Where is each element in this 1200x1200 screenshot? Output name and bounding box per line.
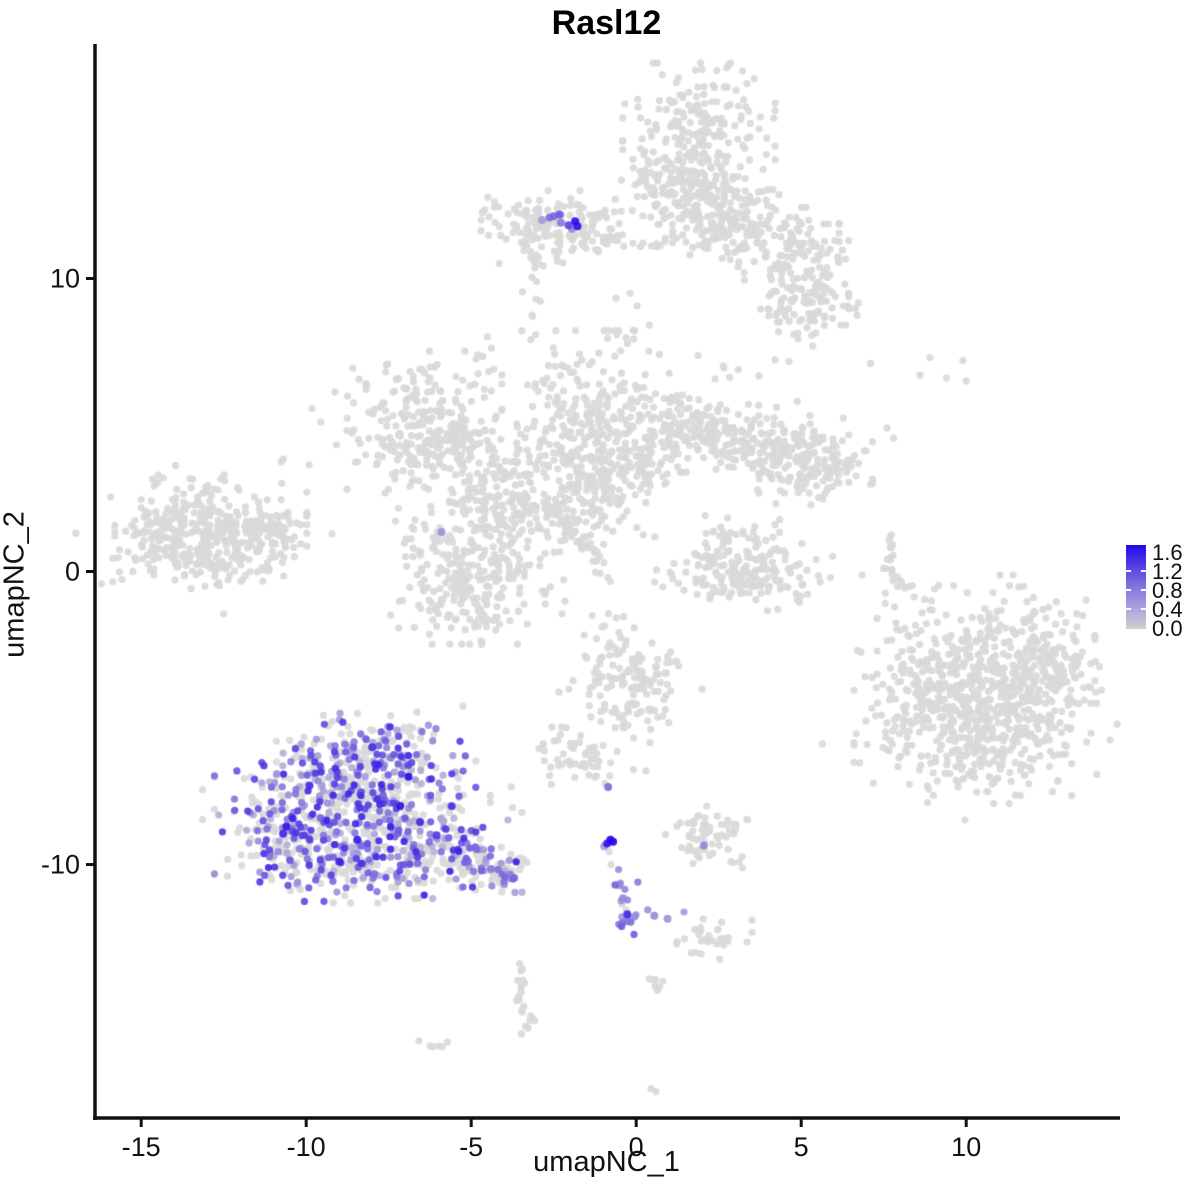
x-tick-label: 10: [951, 1132, 981, 1162]
colorbar: [1126, 545, 1146, 629]
legend-tick-label: 0.8: [1152, 578, 1183, 603]
y-tick-label: 0: [65, 557, 80, 587]
colorbar-legend: 1.61.20.80.40.0: [1126, 540, 1183, 641]
legend-tick-label: 1.2: [1152, 559, 1183, 584]
legend-tick-label: 0.0: [1152, 616, 1183, 641]
y-tick-label: -10: [41, 850, 80, 880]
legend-tick-label: 1.6: [1152, 540, 1183, 565]
x-tick-label: -15: [122, 1132, 161, 1162]
axes: -15 -10 -5 0 5 10 -10 0 10: [41, 44, 1120, 1162]
x-tick-label: 0: [629, 1132, 644, 1162]
y-axis-label: umapNC_2: [0, 511, 31, 658]
x-tick-label: 5: [794, 1132, 809, 1162]
legend-tick-label: 0.4: [1152, 597, 1183, 622]
plot-title: Rasl12: [551, 4, 662, 42]
y-tick-label: 10: [50, 263, 80, 293]
x-tick-label: -5: [459, 1132, 483, 1162]
x-axis-label: umapNC_1: [533, 1146, 680, 1178]
x-tick-label: -10: [287, 1132, 326, 1162]
